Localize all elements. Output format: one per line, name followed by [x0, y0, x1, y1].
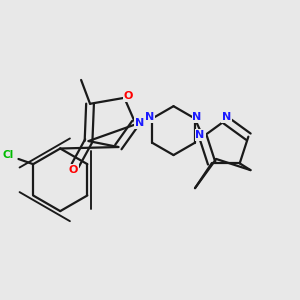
Text: N: N	[195, 130, 205, 140]
Text: N: N	[222, 112, 231, 122]
Text: O: O	[69, 165, 78, 175]
Text: N: N	[145, 112, 154, 122]
Text: N: N	[135, 118, 144, 128]
Text: Cl: Cl	[2, 150, 14, 160]
Text: N: N	[192, 112, 202, 122]
Text: O: O	[124, 91, 133, 101]
